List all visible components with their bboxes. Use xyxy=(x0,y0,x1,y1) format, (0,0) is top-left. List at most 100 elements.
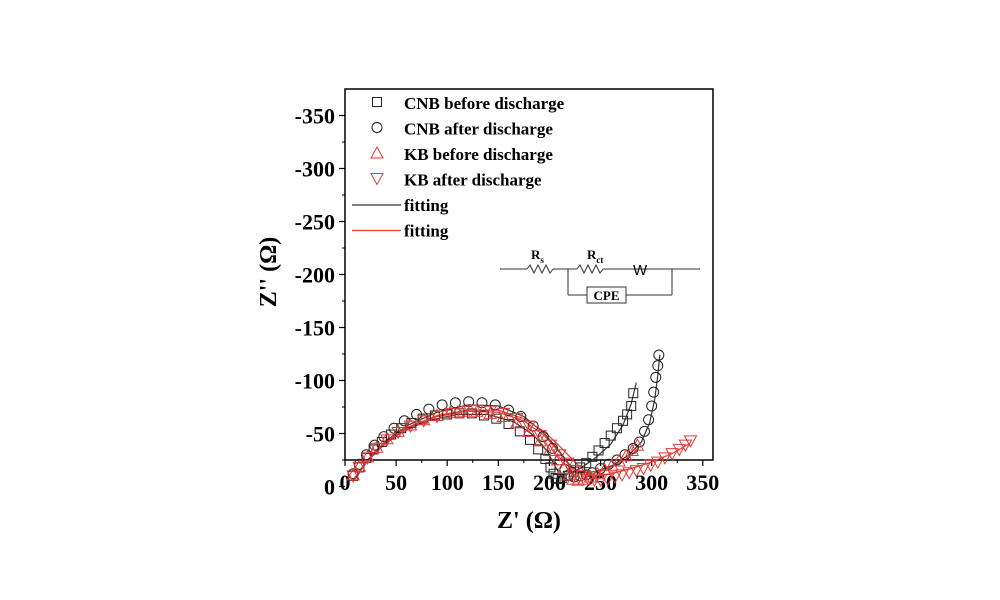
cnb-before-discharge-point xyxy=(599,438,610,449)
y-axis-title: Z'' (Ω) xyxy=(256,237,282,308)
kb-after-discharge-point xyxy=(561,457,575,471)
warburg-label: W xyxy=(633,262,648,279)
y-tick-label: -50 xyxy=(306,422,335,447)
legend-label: KB before discharge xyxy=(404,145,553,164)
kb-after-discharge-point xyxy=(665,448,679,461)
legend-marker-swatch xyxy=(370,173,384,186)
y-axis-ticks: 0 -50 -100 -150 -200 -250 -300 -350 xyxy=(295,104,345,500)
kb-after-discharge-point xyxy=(352,461,367,475)
cnb-after-discharge-point xyxy=(537,431,549,443)
x-tick-label: 350 xyxy=(686,470,719,495)
cnb-before-discharge-point xyxy=(545,462,556,473)
resistor-rct-symbol xyxy=(576,263,604,275)
kb-after-discharge-point xyxy=(416,415,431,428)
equivalent-circuit-inset: CPE Rs Rct W xyxy=(500,247,700,304)
kb-before-discharge-point xyxy=(430,408,444,421)
cnb-after-discharge-point xyxy=(360,449,372,461)
legend-marker-swatch xyxy=(370,145,384,159)
y-tick-label: -300 xyxy=(295,157,335,182)
kb-after-discharge-point xyxy=(443,407,458,421)
kb-before-discharge-point xyxy=(369,440,384,453)
cnb-after-discharge-point xyxy=(627,442,639,454)
kb-after-discharge-point xyxy=(678,439,693,453)
cnb-after-discharge-point xyxy=(489,399,501,411)
kb-after-discharge-point xyxy=(575,470,589,483)
kb-after-discharge-point xyxy=(643,459,658,473)
cnb-before-discharge-point xyxy=(611,423,622,434)
resistor-rs-symbol xyxy=(526,263,554,275)
kb-before-discharge-point xyxy=(630,438,645,451)
kb-before-discharge-point xyxy=(542,443,557,456)
kb-before-discharge-point xyxy=(380,431,394,445)
x-tick-label: 300 xyxy=(635,470,668,495)
cnb-before-discharge-point xyxy=(442,409,453,420)
rct-label: Rct xyxy=(587,247,603,265)
cnb-before-discharge-point xyxy=(593,445,604,456)
kb-after-discharge-point xyxy=(615,469,629,482)
kb-before-discharge-point xyxy=(496,409,511,423)
fitting-curve xyxy=(352,355,661,481)
kb-after-discharge-point xyxy=(636,462,651,476)
cnb-before-discharge-point xyxy=(479,410,490,421)
cpe-box xyxy=(586,286,627,304)
kb-after-discharge-point xyxy=(658,452,672,465)
cnb-after-discharge-point xyxy=(436,399,448,411)
kb-after-discharge-point xyxy=(346,470,361,483)
legend: CNB before discharge CNB after discharge K… xyxy=(352,94,565,241)
y-tick-label: -350 xyxy=(295,104,335,129)
kb-after-discharge-point xyxy=(380,434,394,447)
y-tick-label: 0 xyxy=(324,475,335,500)
x-axis-ticks: 0 50 100 150 200 250 300 350 xyxy=(340,460,719,495)
rs-label: Rs xyxy=(531,247,544,265)
kb-after-discharge-point xyxy=(683,435,698,448)
kb-after-discharge-point xyxy=(593,474,608,488)
cnb-before-discharge-point xyxy=(605,430,616,441)
x-axis-title: Z' (Ω) xyxy=(497,508,561,534)
kb-after-discharge-point xyxy=(391,426,405,440)
kb-before-discharge-point xyxy=(416,412,431,426)
cnb-after-discharge-point xyxy=(423,403,435,415)
cnb-after-discharge-point xyxy=(648,386,660,398)
cnb-before-discharge-point xyxy=(525,434,536,445)
cnb-after-discharge-point xyxy=(639,425,651,437)
cnb-after-discharge-point xyxy=(652,360,664,372)
kb-after-discharge-point xyxy=(483,405,497,419)
cnb-before-discharge-point xyxy=(514,426,525,437)
cpe-label: CPE xyxy=(594,288,620,303)
cnb-after-discharge-point xyxy=(646,400,658,412)
kb-after-discharge-point xyxy=(430,411,444,424)
cnb-before-discharge-point xyxy=(587,451,598,462)
kb-before-discharge-point xyxy=(483,406,497,419)
cnb-after-discharge-point xyxy=(643,414,655,426)
kb-after-discharge-point xyxy=(456,405,471,419)
cnb-after-discharge-point xyxy=(515,411,527,423)
kb-after-discharge-point xyxy=(622,467,637,480)
kb-after-discharge-point xyxy=(608,471,622,485)
kb-before-discharge-point xyxy=(590,466,605,480)
x-tick-label: 0 xyxy=(340,470,351,495)
kb-after-discharge-point xyxy=(629,465,644,478)
kb-after-discharge-point xyxy=(650,456,665,470)
kb-before-discharge-point xyxy=(360,449,375,463)
kb-before-discharge-point xyxy=(533,433,548,447)
cnb-after-discharge-point xyxy=(653,349,665,361)
kb-after-discharge-point xyxy=(496,407,511,421)
kb-before-discharge-point xyxy=(509,415,524,429)
kb-before-discharge-point xyxy=(346,467,361,481)
y-tick-label: -150 xyxy=(295,316,335,341)
y-tick-label: -200 xyxy=(295,263,335,288)
legend-marker-swatch xyxy=(372,97,382,107)
kb-before-discharge-point xyxy=(391,424,405,437)
kb-after-discharge-point xyxy=(552,449,567,462)
kb-after-discharge-point xyxy=(600,473,615,487)
y-tick-label: -100 xyxy=(295,369,335,394)
cnb-before-discharge-point xyxy=(540,453,551,464)
kb-after-discharge-point xyxy=(470,404,484,418)
legend-label: KB after discharge xyxy=(404,171,542,190)
legend-label: fitting xyxy=(404,222,449,241)
cnb-before-discharge-point xyxy=(533,444,544,455)
kb-after-discharge-point xyxy=(369,442,384,456)
kb-before-discharge-point xyxy=(604,458,619,471)
legend-label: fitting xyxy=(404,196,449,215)
